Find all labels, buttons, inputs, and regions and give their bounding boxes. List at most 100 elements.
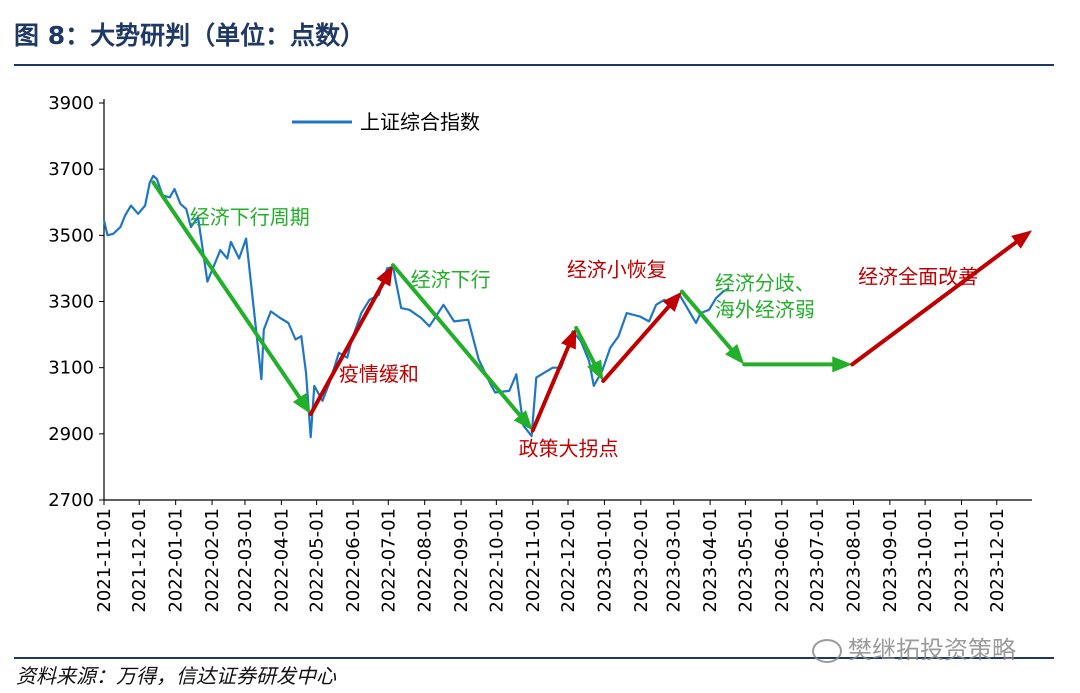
annotation-label: 经济小恢复: [567, 258, 667, 282]
figure-title: 图 8：大势研判（单位：点数）: [14, 21, 366, 50]
y-tick-label: 3700: [48, 159, 94, 180]
data-point: [185, 208, 187, 210]
data-point: [119, 226, 122, 228]
data-point: [400, 307, 402, 309]
data-point: [722, 290, 724, 293]
data-point: [197, 216, 199, 218]
data-point: [695, 322, 697, 324]
x-tick-label: 2022-07-01: [378, 508, 399, 613]
trend-arrow-head: [725, 343, 745, 365]
annotation-label: 政策大拐点: [519, 436, 619, 460]
data-point: [478, 358, 480, 360]
y-tick-label: 2900: [48, 424, 94, 445]
data-point: [442, 304, 445, 306]
data-point: [728, 287, 730, 289]
data-point: [287, 322, 290, 324]
trend-arrow: [390, 263, 522, 418]
trend-arrow-head: [513, 410, 533, 431]
trend-arrow: [850, 240, 1018, 367]
data-point: [103, 219, 105, 222]
legend-label: 上证综合指数: [360, 110, 480, 134]
data-point: [173, 188, 176, 190]
x-tick-label: 2022-01-01: [166, 508, 187, 613]
annotation-label: 经济下行: [411, 268, 491, 292]
x-tick-label: 2022-02-01: [202, 508, 223, 613]
data-point: [626, 312, 628, 314]
data-point: [263, 329, 265, 331]
data-point: [321, 400, 324, 402]
trend-arrow: [679, 289, 734, 352]
wechat-icon: [812, 639, 842, 663]
data-point: [689, 312, 691, 314]
x-tick-label: 2022-04-01: [271, 508, 292, 613]
data-point: [245, 238, 247, 240]
x-tick-label: 2023-11-01: [952, 508, 973, 613]
x-tick-label: 2023-03-01: [664, 508, 685, 613]
data-point: [453, 320, 455, 322]
trend-arrow-head: [376, 265, 393, 287]
data-point: [715, 297, 717, 299]
annotation-label: 经济分歧、: [715, 271, 815, 295]
data-point: [219, 249, 221, 251]
data-point: [230, 241, 232, 243]
watermark: 樊继拓投资策略: [812, 630, 1016, 665]
y-tick-label: 3500: [48, 225, 94, 246]
data-point: [535, 376, 537, 379]
x-tick-label: 2022-11-01: [523, 508, 544, 613]
data-point: [408, 309, 411, 311]
data-point: [238, 257, 240, 260]
data-point: [609, 347, 611, 349]
data-point: [112, 233, 114, 235]
trend-arrow-head: [292, 392, 311, 414]
data-point: [338, 352, 340, 354]
x-tick-label: 2023-04-01: [700, 508, 721, 613]
x-tick-label: 2022-06-01: [343, 508, 364, 613]
data-point: [515, 373, 517, 375]
y-tick-label: 3300: [48, 292, 94, 313]
data-point: [305, 372, 307, 374]
annotation-label: 疫情缓和: [339, 362, 419, 386]
data-point: [294, 338, 297, 341]
data-point: [106, 234, 109, 236]
trend-arrow-head: [1011, 230, 1032, 249]
x-tick-label: 2021-12-01: [129, 508, 150, 613]
data-point: [420, 317, 422, 319]
data-point: [508, 390, 510, 392]
header-rule: [14, 64, 1054, 66]
data-point: [663, 299, 665, 301]
data-point: [655, 304, 657, 306]
data-point: [494, 391, 496, 394]
data-point: [190, 226, 192, 228]
y-tick-label: 3100: [48, 358, 94, 379]
x-tick-label: 2022-05-01: [307, 508, 328, 613]
data-point: [152, 175, 154, 177]
data-point: [708, 309, 710, 311]
data-point: [386, 267, 388, 270]
data-point: [368, 299, 371, 301]
trend-arrow: [308, 280, 386, 416]
x-tick-label: 2023-12-01: [987, 508, 1008, 613]
y-tick-label: 3900: [48, 93, 94, 114]
data-point: [130, 204, 132, 207]
data-point: [149, 181, 151, 183]
data-point: [310, 436, 312, 438]
data-point: [467, 319, 469, 321]
data-point: [543, 372, 546, 374]
data-point: [279, 317, 281, 319]
arrows-group: [151, 180, 1032, 433]
x-tick-label: 2023-02-01: [631, 508, 652, 613]
data-point: [270, 310, 272, 313]
trend-arrow-head: [587, 359, 604, 381]
data-point: [552, 367, 554, 369]
y-tick-label: 2700: [48, 490, 94, 511]
data-point: [206, 281, 208, 283]
x-tick-label: 2022-10-01: [486, 508, 507, 613]
x-tick-label: 2023-08-01: [843, 508, 864, 613]
x-tick-label: 2021-11-01: [94, 508, 115, 613]
data-point: [593, 385, 595, 387]
x-tick-label: 2023-05-01: [735, 508, 756, 613]
data-point: [226, 257, 228, 260]
annotation-label: 海外经济弱: [715, 297, 815, 321]
data-point: [169, 196, 171, 198]
trend-arrow-head: [832, 356, 853, 373]
